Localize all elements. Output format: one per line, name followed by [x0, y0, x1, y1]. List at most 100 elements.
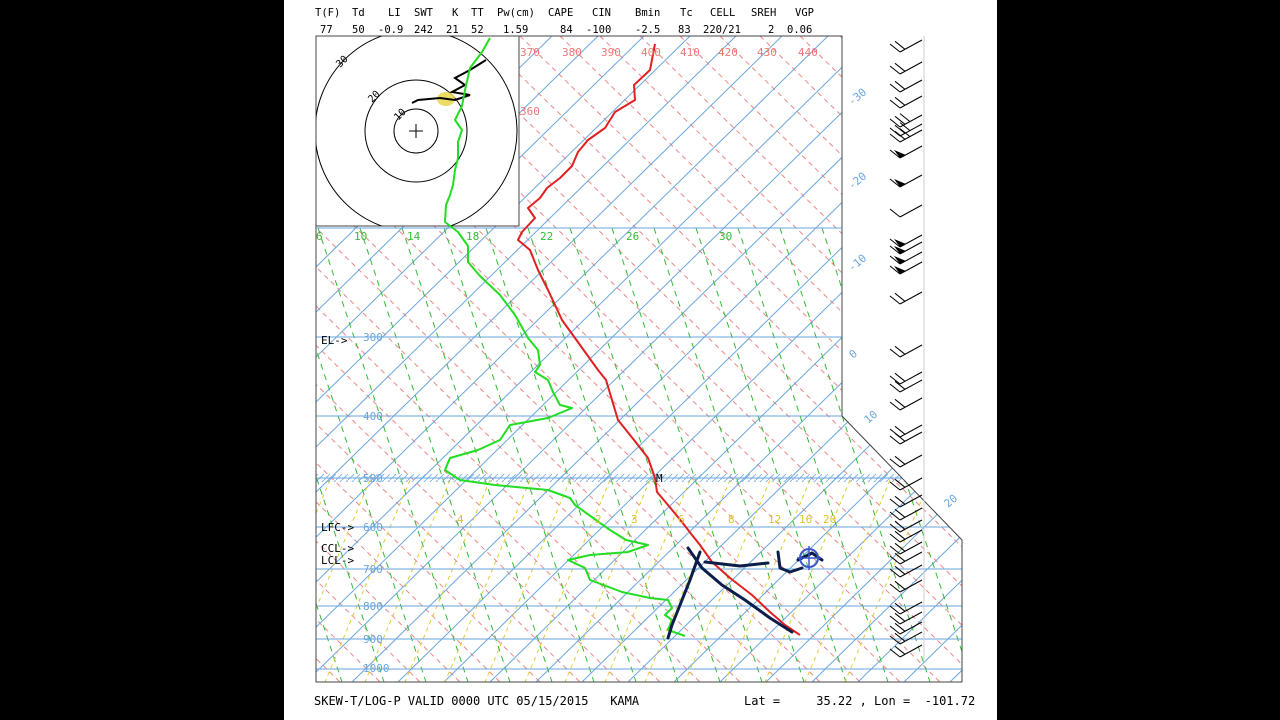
wind-barb	[889, 551, 923, 565]
moist-adiabat	[443, 228, 595, 682]
dry-adiabat	[479, 36, 677, 228]
dry-adiabat	[519, 36, 717, 228]
moist-adiabat	[316, 228, 343, 682]
dry-adiabat	[1080, 36, 1280, 682]
isotherm-label: -20	[846, 170, 870, 193]
dry-adiabat	[1160, 36, 1280, 682]
header-value: 52	[471, 24, 484, 36]
el-label: EL->	[321, 334, 348, 347]
hand-annotations	[666, 546, 824, 640]
header-value: 1.59	[503, 24, 528, 36]
pressure-label: 500	[363, 472, 383, 485]
wind-barb	[889, 61, 923, 75]
wind-barb	[889, 379, 923, 393]
moist-adiabat	[316, 228, 385, 682]
header-value: 83	[678, 24, 691, 36]
temperature-profile	[517, 43, 801, 636]
dry-adiabat	[319, 228, 962, 682]
mixing-ratio-line	[564, 479, 651, 682]
theta-e-label: 6	[316, 230, 323, 243]
pressure-label: 900	[363, 633, 383, 646]
wind-barb	[889, 397, 923, 411]
theta-e-label: 18	[466, 230, 479, 243]
isotherm	[316, 228, 783, 682]
dry-adiabat	[316, 228, 621, 682]
isotherm	[996, 36, 1280, 682]
theta-e-label: 30	[719, 230, 732, 243]
header-value: 2	[768, 24, 774, 36]
dry-adiabat	[0, 36, 60, 682]
isotherm	[316, 36, 369, 88]
wind-barb	[889, 39, 923, 53]
wind-barb	[889, 344, 923, 358]
isotherm	[1042, 36, 1280, 682]
isotherm	[316, 228, 962, 682]
dry-adiabat	[1000, 36, 1280, 682]
isotherm	[316, 228, 829, 682]
moist-adiabat	[359, 228, 511, 682]
wind-barb	[889, 261, 923, 275]
header-label: Tc	[680, 7, 693, 19]
dry-adiabat	[1120, 36, 1280, 682]
theta-label: 400	[641, 46, 661, 59]
isotherm	[1272, 36, 1280, 682]
dry-adiabat	[1240, 36, 1280, 682]
lfc-label: LFC->	[321, 521, 354, 534]
dry-adiabat	[0, 36, 260, 682]
wind-barb	[889, 291, 923, 305]
dry-adiabat	[1080, 36, 1280, 682]
mixing-ratio-line	[444, 479, 531, 682]
wind-barb	[889, 564, 923, 578]
isotherm	[397, 228, 962, 682]
header-label: T(F)	[315, 7, 340, 19]
dry-adiabat	[1200, 36, 1280, 682]
moist-adiabat	[150, 228, 300, 682]
isotherm	[585, 36, 783, 228]
dry-adiabat	[316, 228, 741, 682]
header-label: TT	[471, 7, 484, 19]
wind-barb	[889, 424, 923, 438]
dry-adiabat	[0, 36, 180, 682]
mixing-ratio-line	[604, 479, 691, 682]
isotherm	[0, 36, 230, 682]
theta-label: 360	[520, 105, 540, 118]
isotherm	[631, 36, 829, 228]
isotherm	[1134, 36, 1280, 682]
wind-barb	[889, 519, 923, 533]
dry-adiabat	[0, 36, 220, 682]
wind-barb	[889, 234, 923, 248]
theta-e-label: 26	[626, 230, 639, 243]
hodograph-ring-10	[393, 108, 439, 154]
dry-adiabat	[1160, 36, 1280, 682]
isotherm	[765, 228, 962, 682]
dry-adiabat	[0, 36, 180, 682]
dry-adiabat	[0, 36, 100, 682]
mixing-ratio-label: 6	[678, 513, 685, 526]
dry-adiabat	[599, 36, 797, 228]
dry-adiabat	[316, 228, 901, 682]
dry-adiabat	[1240, 36, 1280, 682]
isotherm	[316, 228, 369, 682]
parcel-marker: M	[656, 472, 663, 485]
header-value: 77	[320, 24, 333, 36]
header-label: Pw(cm)	[497, 7, 535, 19]
wind-barb	[889, 174, 923, 188]
dry-adiabat	[316, 228, 461, 682]
theta-label: 420	[718, 46, 738, 59]
pressure-label: 300	[363, 331, 383, 344]
dry-adiabat	[0, 36, 300, 682]
dry-adiabat	[0, 36, 100, 682]
isotherm	[351, 228, 962, 682]
dry-adiabat	[960, 36, 1280, 682]
dry-adiabat	[0, 36, 20, 682]
lcl-label: LCL->	[321, 554, 354, 567]
moist-adiabat	[821, 228, 962, 682]
isotherm	[316, 228, 737, 682]
dry-adiabat	[1040, 36, 1280, 682]
header-value: 84	[560, 24, 573, 36]
mixing-ratio-line	[684, 479, 771, 682]
dry-adiabat	[919, 228, 962, 682]
header-label: LI	[388, 7, 401, 19]
wind-barb	[889, 95, 923, 109]
